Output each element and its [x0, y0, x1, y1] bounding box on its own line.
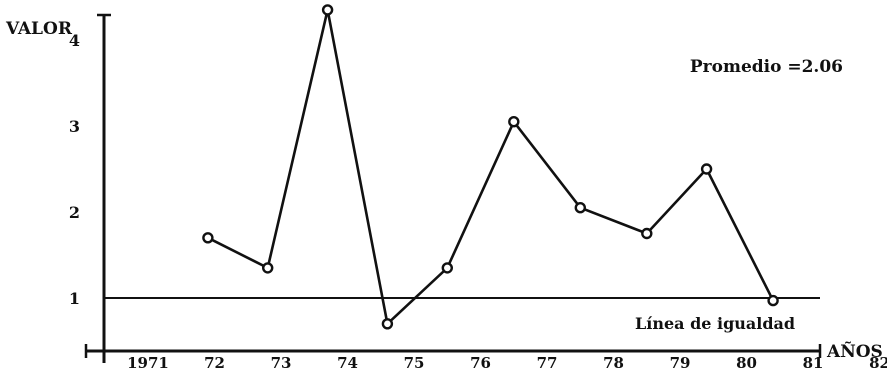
- x-tick-label: 79: [670, 354, 691, 368]
- data-point: [441, 262, 453, 274]
- x-tick-label: 77: [537, 354, 558, 368]
- y-axis-label: VALOR: [5, 19, 73, 39]
- x-tick-label: 76: [470, 354, 491, 368]
- data-point: [202, 232, 214, 244]
- x-tick-label: 1971: [127, 354, 169, 368]
- data-point: [321, 4, 334, 16]
- series-line: [207, 9, 775, 327]
- data-point: [508, 115, 520, 128]
- x-tick-label: 78: [603, 354, 624, 368]
- data-point: [767, 294, 779, 307]
- y-tick-labels: 1 2 3 4: [69, 31, 80, 308]
- series-group: [202, 4, 779, 330]
- y-tick-label: 2: [69, 203, 80, 222]
- y-tick-label: 1: [69, 289, 80, 308]
- x-tick-label: 80: [736, 354, 757, 368]
- x-tick-label: 74: [337, 354, 358, 368]
- reference-line-label: Línea de igualdad: [635, 314, 795, 333]
- x-tick-label: 81: [803, 354, 824, 368]
- reference-line-group: Línea de igualdad: [104, 297, 820, 333]
- data-point: [700, 163, 713, 175]
- x-tick-label: 72: [204, 354, 225, 368]
- y-tick-label: 3: [69, 117, 80, 136]
- data-point: [574, 201, 586, 214]
- data-point: [641, 227, 653, 240]
- x-axis-label: AÑOS: [826, 340, 883, 362]
- x-tick-labels: 1971 72 73 74 75 76 77 78 79 80 81 82: [127, 354, 887, 368]
- x-tick-label: 82: [869, 354, 887, 368]
- average-annotation: Promedio =2.06: [690, 57, 843, 77]
- x-tick-label: 73: [271, 354, 292, 368]
- axes: [84, 13, 822, 363]
- data-point: [262, 262, 274, 274]
- data-point: [381, 318, 394, 330]
- x-tick-label: 75: [404, 354, 425, 368]
- y-tick-label: 4: [69, 31, 80, 50]
